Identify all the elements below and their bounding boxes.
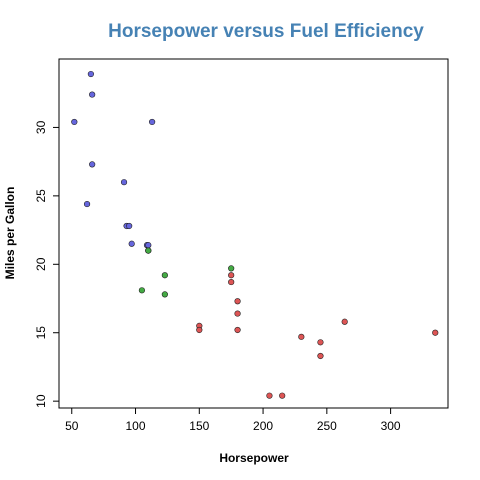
data-point xyxy=(317,339,324,346)
y-axis-label: Miles per Gallon xyxy=(3,187,17,280)
data-point xyxy=(126,222,133,230)
data-point xyxy=(138,287,146,294)
chart-title: Horsepower versus Fuel Efficiency xyxy=(108,21,424,42)
data-point xyxy=(145,242,152,249)
data-point xyxy=(279,392,286,399)
data-point xyxy=(161,291,168,298)
x-tick-label: 100 xyxy=(126,419,146,433)
y-tick-label: 10 xyxy=(34,394,48,408)
x-tick-label: 50 xyxy=(65,419,79,433)
data-point xyxy=(89,91,96,98)
data-point xyxy=(234,326,241,334)
data-point xyxy=(432,329,439,336)
data-point xyxy=(149,118,156,126)
data-point xyxy=(161,272,168,279)
x-tick-label: 150 xyxy=(189,419,209,433)
data-point xyxy=(317,352,324,360)
data-point xyxy=(145,247,152,254)
data-point xyxy=(228,265,235,272)
data-point xyxy=(234,310,241,317)
data-point xyxy=(71,118,78,126)
x-tick-label: 250 xyxy=(317,419,337,433)
y-tick-label: 30 xyxy=(34,120,48,134)
y-tick-label: 15 xyxy=(34,326,48,340)
plot-frame xyxy=(58,58,449,409)
data-point xyxy=(234,298,241,305)
data-points xyxy=(71,70,439,399)
data-point xyxy=(341,318,348,325)
data-point xyxy=(266,392,273,399)
y-axis: 10 15 20 25 30 xyxy=(34,120,59,408)
data-point xyxy=(87,70,94,78)
y-tick-label: 25 xyxy=(34,189,48,203)
data-point xyxy=(228,278,235,286)
data-point xyxy=(128,240,135,247)
data-point xyxy=(89,161,96,168)
data-point xyxy=(120,179,128,186)
data-point xyxy=(298,333,305,340)
data-point xyxy=(83,200,91,208)
x-axis-label: Horsepower xyxy=(219,451,289,465)
x-axis: 50 100 150 200 250 300 xyxy=(65,407,401,433)
x-tick-label: 300 xyxy=(381,419,401,433)
x-tick-label: 200 xyxy=(253,419,273,433)
data-point xyxy=(228,272,235,279)
data-point xyxy=(196,326,203,334)
y-tick-label: 20 xyxy=(34,257,48,271)
